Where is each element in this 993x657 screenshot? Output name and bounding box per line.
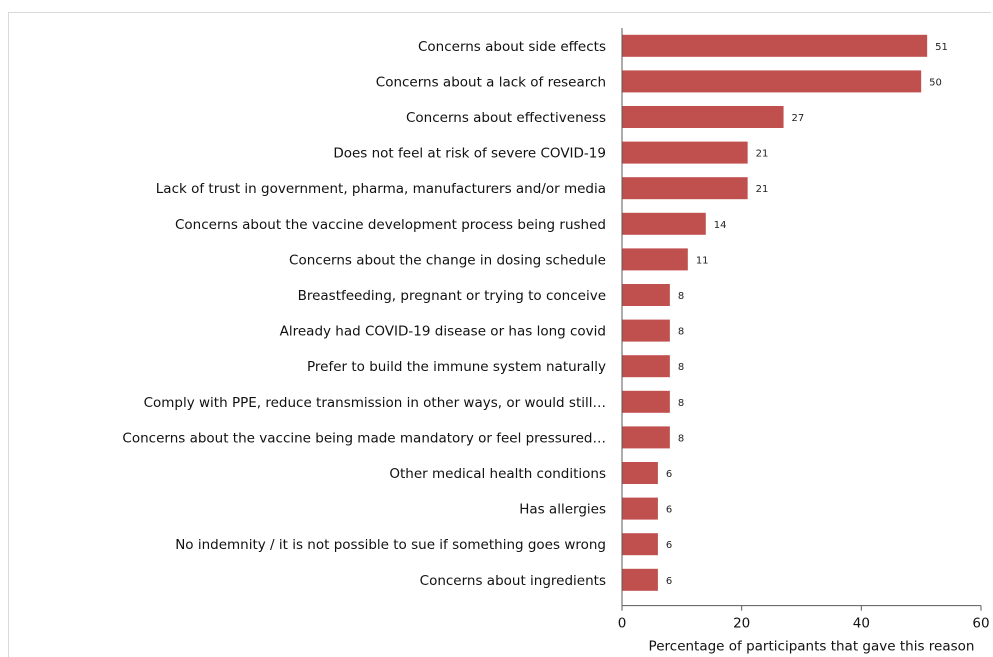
x-tick-label: 40 xyxy=(853,616,870,632)
bar xyxy=(622,462,658,484)
bar xyxy=(622,319,670,342)
category-label: Concerns about the vaccine development p… xyxy=(175,217,606,233)
x-axis-ticks: 0 20 40 60 xyxy=(618,605,990,632)
category-label: Concerns about side effects xyxy=(418,39,606,55)
chart-frame xyxy=(8,12,991,657)
category-labels: Concerns about side effects Concerns abou… xyxy=(122,39,606,589)
category-label: Lack of trust in government, pharma, man… xyxy=(156,181,606,197)
value-labels: 51 50 27 21 21 14 11 8 8 8 8 8 6 6 6 6 xyxy=(666,42,948,587)
x-tick-label: 20 xyxy=(733,616,750,632)
axes xyxy=(621,28,981,607)
x-axis-title: Percentage of participants that gave thi… xyxy=(649,639,975,655)
bar xyxy=(622,426,670,449)
category-label: Prefer to build the immune system natura… xyxy=(307,359,606,375)
x-tick-label: 0 xyxy=(618,616,627,632)
data-label: 6 xyxy=(666,469,672,480)
bar xyxy=(622,497,658,520)
data-label: 21 xyxy=(756,184,769,195)
data-label: 6 xyxy=(666,540,672,551)
category-label: Concerns about a lack of research xyxy=(376,74,606,90)
bar xyxy=(622,248,688,271)
category-label: No indemnity / it is not possible to sue… xyxy=(175,537,606,553)
category-label: Concerns about the vaccine being made ma… xyxy=(122,430,606,446)
category-label: Breastfeeding, pregnant or trying to con… xyxy=(298,288,606,304)
category-label: Does not feel at risk of severe COVID-19 xyxy=(333,146,606,162)
bars xyxy=(622,34,928,591)
data-label: 6 xyxy=(666,505,672,516)
data-label: 8 xyxy=(678,327,684,338)
data-label: 8 xyxy=(678,398,684,409)
bar xyxy=(622,568,658,591)
bar xyxy=(622,177,748,200)
bar xyxy=(622,141,748,164)
data-label: 6 xyxy=(666,576,672,587)
bar xyxy=(622,390,670,413)
data-label: 14 xyxy=(714,220,727,231)
category-label: Concerns about the change in dosing sche… xyxy=(289,252,606,268)
bar xyxy=(622,70,922,93)
bar xyxy=(622,355,670,378)
bar xyxy=(622,34,928,57)
category-label: Other medical health conditions xyxy=(389,466,606,482)
category-label: Already had COVID-19 disease or has long… xyxy=(280,324,606,340)
bar xyxy=(622,106,784,128)
data-label: 51 xyxy=(935,42,948,53)
data-label: 50 xyxy=(929,77,942,88)
data-label: 21 xyxy=(756,149,769,160)
data-label: 8 xyxy=(678,433,684,444)
category-label: Concerns about ingredients xyxy=(420,573,606,589)
x-tick-label: 60 xyxy=(972,616,989,632)
category-label: Concerns about effectiveness xyxy=(406,110,606,126)
data-label: 11 xyxy=(696,255,709,266)
bar xyxy=(622,533,658,556)
bar xyxy=(622,284,670,306)
data-label: 27 xyxy=(792,113,805,124)
data-label: 8 xyxy=(678,291,684,302)
category-label: Has allergies xyxy=(519,502,606,518)
bar xyxy=(622,212,706,235)
category-label: Comply with PPE, reduce transmission in … xyxy=(144,395,606,411)
data-label: 8 xyxy=(678,362,684,373)
